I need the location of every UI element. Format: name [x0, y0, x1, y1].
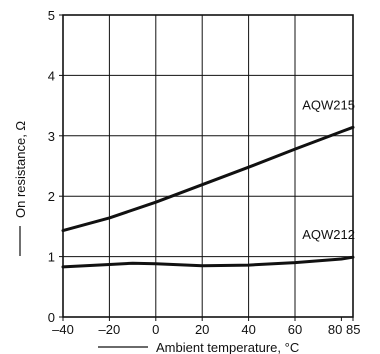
y-tick-labels: 0 1 2 3 4 5: [48, 8, 63, 325]
plot-frame: [62, 14, 354, 318]
y-axis-title: On resistance, Ω: [13, 121, 28, 218]
y-tick-label: 3: [48, 129, 55, 144]
series-layer: AQW215 AQW212: [61, 97, 355, 269]
y-tick-label: 2: [48, 189, 55, 204]
x-tick-label: 60: [288, 322, 302, 337]
series-line-aqw212: [61, 255, 355, 269]
grid-layer: [63, 15, 353, 317]
y-tick-label: 0: [48, 310, 55, 325]
x-axis-title-group: Ambient temperature, °C: [98, 340, 299, 354]
x-tick-label: –40: [52, 322, 74, 337]
x-tick-label: 0: [152, 322, 159, 337]
x-tick-label: 80: [328, 322, 342, 337]
series-line-aqw215: [61, 125, 355, 233]
series-label-aqw215: AQW215: [302, 97, 355, 112]
y-axis-title-group: On resistance, Ω: [13, 121, 28, 256]
y-tick-label: 5: [48, 8, 55, 23]
x-tick-labels: –40 –20 0 20 40 60 80 85: [52, 317, 360, 337]
x-tick-label: 20: [195, 322, 209, 337]
x-axis-title: Ambient temperature, °C: [156, 340, 299, 354]
series-label-aqw212: AQW212: [302, 227, 355, 242]
x-tick-label: –20: [99, 322, 121, 337]
y-tick-label: 4: [48, 68, 55, 83]
y-tick-label: 1: [48, 250, 55, 265]
x-tick-label: 40: [241, 322, 255, 337]
x-tick-label: 85: [346, 322, 360, 337]
